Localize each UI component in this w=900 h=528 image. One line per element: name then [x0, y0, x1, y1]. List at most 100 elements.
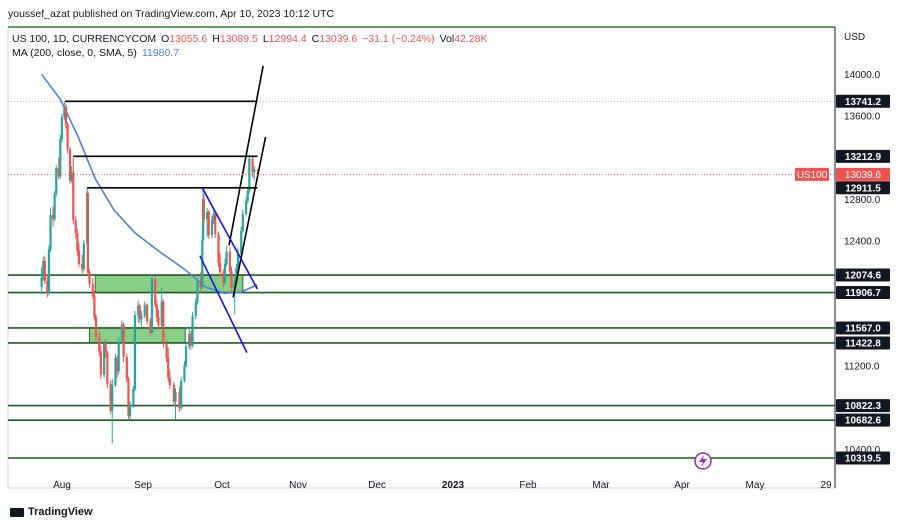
candle-body[interactable]	[236, 253, 240, 269]
candle-body[interactable]	[155, 304, 158, 318]
candle-body[interactable]	[138, 305, 141, 320]
candle-body[interactable]	[183, 365, 186, 381]
candle-body[interactable]	[162, 301, 165, 344]
candle-body[interactable]	[82, 243, 85, 270]
candle-body[interactable]	[235, 268, 238, 283]
candle-body[interactable]	[189, 333, 193, 346]
candle-body[interactable]	[106, 352, 109, 384]
candle-body[interactable]	[154, 278, 157, 305]
candle-body[interactable]	[64, 106, 68, 125]
candle-body[interactable]	[63, 106, 66, 118]
candle-body[interactable]	[199, 281, 202, 287]
candle-body[interactable]	[122, 324, 125, 357]
candle-body[interactable]	[47, 249, 51, 294]
candle-body[interactable]	[222, 272, 225, 283]
candle-body[interactable]	[70, 172, 73, 181]
candle-body[interactable]	[230, 271, 233, 289]
candle-body[interactable]	[42, 260, 45, 278]
candle-body[interactable]	[68, 149, 72, 181]
candle-body[interactable]	[212, 213, 215, 221]
trend-line-channel-down-upper[interactable]	[201, 187, 259, 290]
candle-body[interactable]	[207, 211, 210, 235]
candle-body[interactable]	[168, 377, 171, 385]
candle-body[interactable]	[219, 262, 222, 273]
candle-body[interactable]	[178, 392, 181, 408]
candle-body[interactable]	[55, 168, 58, 195]
candle-body[interactable]	[253, 169, 256, 173]
candle-body[interactable]	[143, 304, 146, 317]
candle-body[interactable]	[120, 324, 124, 343]
candle-body[interactable]	[77, 250, 81, 265]
candle-body[interactable]	[150, 278, 154, 333]
candle-body[interactable]	[246, 191, 249, 202]
candle-body[interactable]	[109, 383, 112, 412]
trend-line-channel-up-lower[interactable]	[232, 136, 267, 298]
candle-body[interactable]	[228, 251, 231, 272]
candle-body[interactable]	[103, 343, 106, 375]
candle-body[interactable]	[217, 233, 220, 263]
candle-body[interactable]	[53, 194, 56, 220]
candle-body[interactable]	[86, 193, 89, 273]
candle-body[interactable]	[51, 215, 55, 220]
candle-body[interactable]	[76, 232, 79, 251]
candle-body[interactable]	[117, 342, 120, 372]
symbol-name[interactable]: US 100, 1D, CURRENCYCOM	[12, 33, 157, 45]
candle-body[interactable]	[128, 404, 132, 417]
candle-body[interactable]	[74, 220, 77, 233]
candle-body[interactable]	[210, 220, 214, 235]
candle-body[interactable]	[223, 264, 227, 283]
candle-body[interactable]	[66, 124, 69, 150]
candle-body[interactable]	[206, 211, 209, 220]
candle-body[interactable]	[196, 281, 199, 303]
candle-body[interactable]	[165, 343, 168, 358]
ma-label[interactable]: MA (200, close, 0, SMA, 5)	[12, 47, 137, 59]
candle-body[interactable]	[174, 392, 177, 402]
candle-body[interactable]	[93, 295, 96, 318]
candle-body[interactable]	[111, 384, 114, 412]
candle-body[interactable]	[57, 168, 60, 177]
candle-body[interactable]	[251, 158, 254, 173]
candle-body[interactable]	[137, 305, 140, 316]
candle-body[interactable]	[125, 356, 128, 379]
candle-body[interactable]	[46, 280, 49, 294]
candle-body[interactable]	[241, 213, 244, 231]
candle-body[interactable]	[140, 316, 143, 320]
candle-body[interactable]	[244, 201, 248, 214]
ma-200-line[interactable]	[40, 73, 258, 295]
candle-body[interactable]	[201, 199, 205, 241]
candle-body[interactable]	[157, 317, 160, 326]
candle-body[interactable]	[60, 117, 64, 139]
candle-body[interactable]	[104, 343, 107, 353]
candle-body[interactable]	[40, 277, 43, 287]
candle-body[interactable]	[191, 316, 194, 346]
candle-body[interactable]	[146, 304, 149, 322]
candle-body[interactable]	[202, 199, 206, 220]
candle-body[interactable]	[133, 315, 137, 390]
candle-body[interactable]	[114, 357, 117, 385]
candle-body[interactable]	[88, 272, 91, 284]
candle-body[interactable]	[91, 283, 94, 296]
candle-body[interactable]	[127, 378, 130, 417]
candle-body[interactable]	[188, 333, 191, 347]
candle-body[interactable]	[172, 384, 175, 402]
candle-body[interactable]	[81, 264, 84, 270]
trend-line-channel-up-upper[interactable]	[228, 65, 264, 246]
candle-body[interactable]	[94, 317, 98, 338]
candle-body[interactable]	[132, 389, 135, 405]
candle-body[interactable]	[167, 357, 170, 378]
candle-body[interactable]	[180, 380, 183, 408]
candle-body[interactable]	[99, 351, 102, 375]
candle-body[interactable]	[115, 357, 119, 372]
candle-body[interactable]	[49, 215, 52, 250]
candle-body[interactable]	[225, 251, 228, 265]
candle-body[interactable]	[248, 158, 251, 192]
candle-body[interactable]	[149, 321, 152, 333]
support-zone-0[interactable]	[94, 274, 244, 294]
candle-body[interactable]	[214, 213, 217, 234]
candle-body[interactable]	[240, 230, 243, 254]
candle-body[interactable]	[43, 260, 46, 281]
candle-body[interactable]	[98, 337, 101, 352]
candle-body[interactable]	[72, 172, 75, 221]
candle-body[interactable]	[194, 302, 197, 317]
